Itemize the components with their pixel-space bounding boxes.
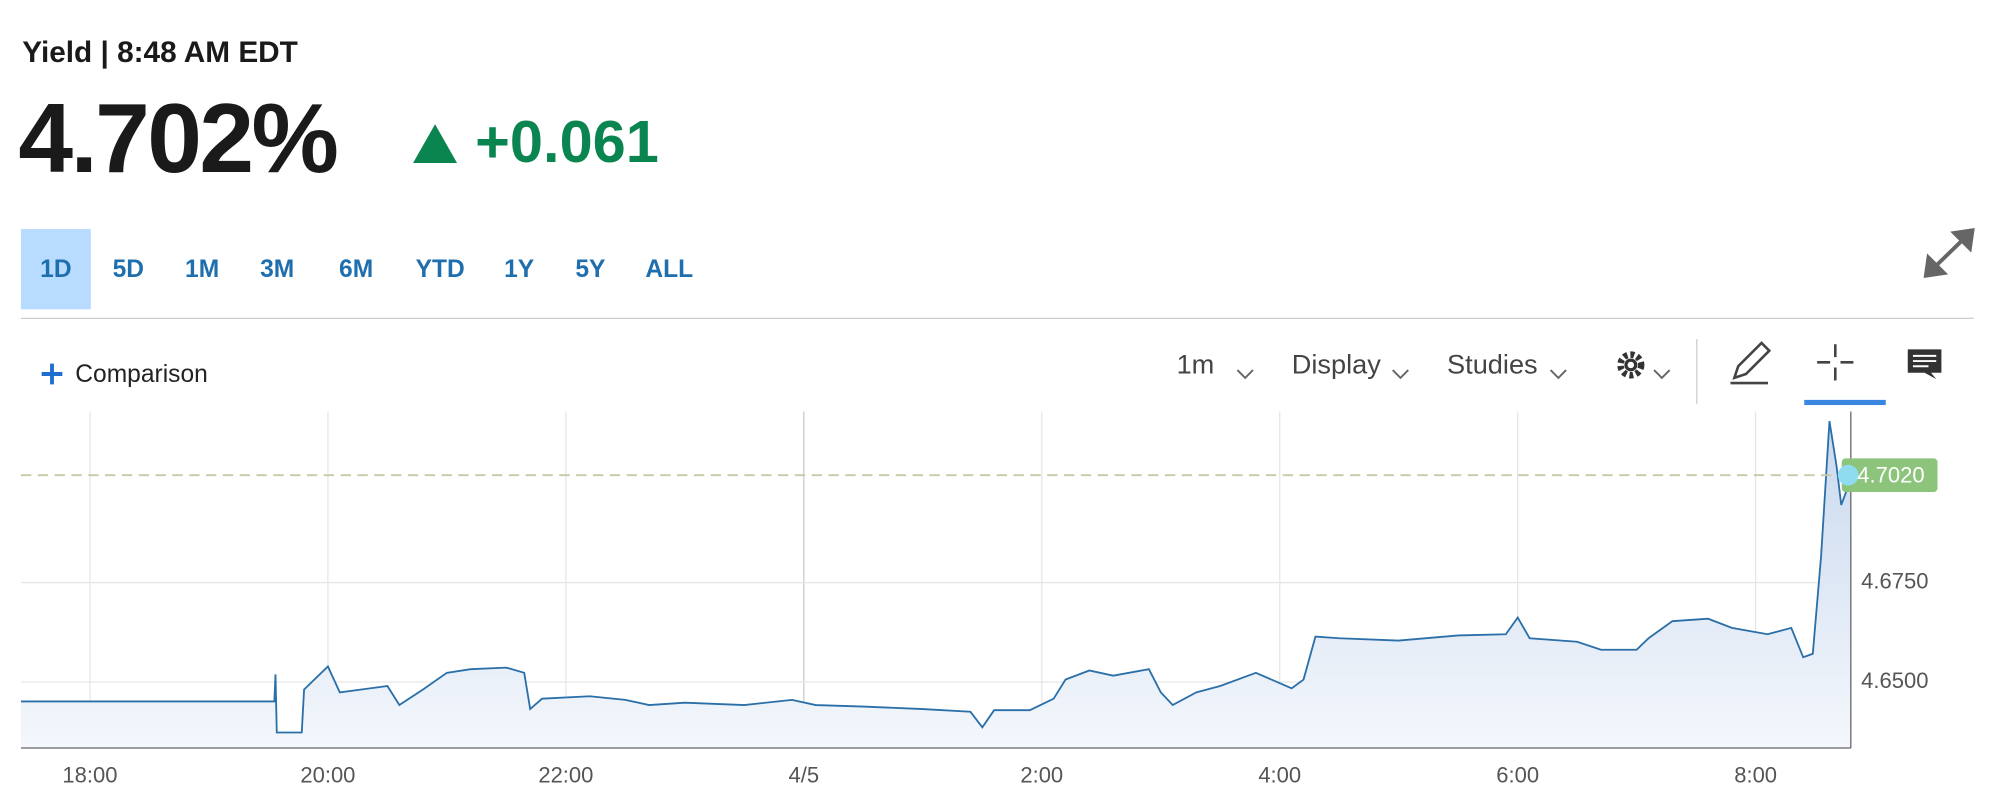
studies-menu[interactable]: Studies — [1447, 348, 1567, 379]
chart: 18:00 20:00 22:00 4/5 2:00 4:00 6:00 8:00 4.6500… — [20, 411, 1938, 787]
draw-tool[interactable] — [1730, 341, 1772, 385]
quote-time: Yield | 8:48 AM EDT — [22, 36, 298, 69]
range-button[interactable]: ALL — [645, 256, 693, 283]
settings-menu[interactable] — [1617, 351, 1671, 380]
range-bar: 1D 5D 1M 3M 6M YTD 1Y 5Y ALL — [40, 256, 693, 283]
x-tick-label: 8:00 — [1734, 762, 1777, 787]
y-tick-label: 4.6750 — [1861, 568, 1928, 593]
range-button[interactable]: 6M — [339, 256, 373, 283]
x-tick-label: 4/5 — [789, 762, 820, 787]
range-button[interactable]: 1M — [185, 256, 219, 283]
last-value-badge — [1841, 458, 1938, 492]
range-button[interactable]: 1Y — [504, 256, 534, 283]
studies-label: Studies — [1447, 348, 1538, 379]
comparison-label: Comparison — [75, 361, 208, 388]
range-selected-bg — [20, 229, 91, 310]
line — [20, 420, 1852, 734]
x-tick-label: 4:00 — [1258, 762, 1301, 787]
range-button[interactable]: 1D — [40, 256, 71, 283]
x-tick-label: 20:00 — [300, 762, 355, 787]
comments-tool[interactable] — [1907, 349, 1942, 380]
interval-label: 1m — [1177, 348, 1215, 379]
last-value-label: 4.7020 — [1857, 462, 1924, 487]
area — [20, 421, 1851, 748]
expand-icon[interactable] — [1923, 228, 1975, 278]
x-tick-label: 22:00 — [538, 762, 593, 787]
x-tick-label: 6:00 — [1496, 762, 1539, 787]
y-tick-label: 4.6500 — [1861, 668, 1928, 693]
range-button[interactable]: 5D — [113, 256, 144, 283]
range-button[interactable]: 3M — [260, 256, 294, 283]
comparison-button[interactable]: Comparison — [41, 361, 208, 388]
x-tick-label: 2:00 — [1020, 762, 1063, 787]
change: +0.061 — [475, 108, 659, 175]
up-arrow — [413, 124, 458, 164]
last-value-dot — [1837, 464, 1859, 486]
display-menu[interactable]: Display — [1292, 348, 1409, 379]
x-tick-label: 18:00 — [62, 762, 117, 787]
interval-menu[interactable]: 1m — [1177, 348, 1254, 379]
price: 4.702% — [18, 83, 336, 193]
range-button[interactable]: YTD — [416, 256, 465, 283]
display-label: Display — [1292, 348, 1381, 379]
crosshair-tool[interactable] — [1817, 344, 1854, 381]
range-button[interactable]: 5Y — [575, 256, 605, 283]
active-tool-indicator — [1804, 399, 1886, 406]
